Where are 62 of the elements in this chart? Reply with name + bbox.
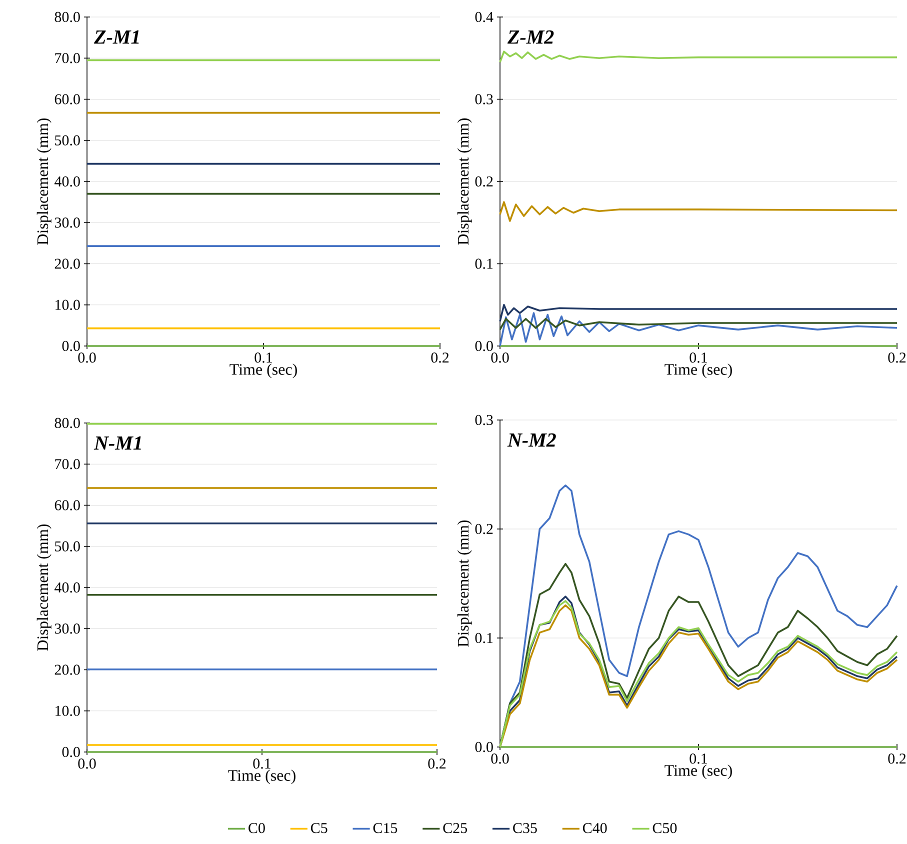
y-axis-title: Displacement (mm) [36, 524, 52, 651]
x-tick-label: 0.2 [888, 754, 906, 764]
x-tick-label: 0.1 [690, 352, 707, 363]
legend-label: C5 [310, 823, 328, 834]
line-series [499, 201, 898, 222]
x-axis-title: Time (sec) [664, 364, 732, 378]
y-tick-label: 0.2 [475, 176, 493, 187]
y-tick-label: 0.1 [475, 632, 493, 644]
y-tick-label: 10.0 [56, 706, 80, 716]
y-tick-label: 60.0 [54, 94, 80, 104]
chart-title: Z-M1 [94, 30, 139, 44]
y-tick-label: 0.3 [475, 94, 493, 104]
x-tick-label: 0.1 [254, 352, 272, 363]
y-tick-label: 0.0 [62, 340, 80, 352]
y-tick-label: 70.0 [55, 53, 80, 64]
legend-label: C0 [248, 823, 265, 834]
x-tick-label: 0.1 [690, 754, 707, 764]
chart-title: N-M1 [94, 436, 141, 450]
legend-label: C50 [652, 823, 677, 834]
y-tick-label: 60.0 [54, 500, 80, 510]
x-axis-title: Time (sec) [664, 764, 732, 780]
y-tick-label: 0.2 [475, 524, 493, 534]
line-series [499, 318, 898, 330]
x-axis-title: Time (sec) [230, 364, 297, 378]
line-series [499, 312, 898, 347]
y-axis-title: Displacement (mm) [457, 520, 472, 647]
x-tick-label: 0.0 [491, 754, 509, 764]
legend-label: C15 [373, 823, 398, 834]
legend-label: C40 [582, 823, 607, 834]
y-tick-label: 0.4 [475, 12, 494, 22]
y-tick-label: 40.0 [54, 582, 80, 593]
x-axis-title: Time (sec) [228, 770, 296, 784]
legend-label: C35 [513, 823, 537, 834]
chart-title: N-M2 [507, 433, 556, 447]
y-tick-label: 80.0 [54, 418, 80, 428]
x-tick-label: 0.1 [253, 758, 270, 769]
x-tick-label: 0.0 [78, 758, 96, 769]
x-tick-label: 0.0 [78, 352, 96, 363]
y-tick-label: 20.0 [54, 258, 80, 269]
y-tick-label: 0.0 [475, 340, 493, 352]
y-tick-label: 30.0 [54, 218, 80, 228]
y-tick-label: 0.1 [475, 258, 493, 269]
y-tick-label: 30.0 [54, 624, 80, 634]
x-tick-label: 0.2 [431, 352, 449, 363]
y-tick-label: 50.0 [55, 135, 80, 146]
line-series [499, 50, 898, 64]
y-tick-label: 40.0 [54, 176, 80, 187]
x-tick-label: 0.2 [428, 758, 446, 769]
text: Z-M2 [507, 30, 554, 44]
y-tick-label: 70.0 [55, 459, 80, 470]
y-tick-label: 20.0 [54, 664, 80, 675]
x-tick-label: 0.0 [491, 352, 509, 363]
y-tick-label: 80.0 [54, 12, 80, 22]
y-tick-label: 10.0 [56, 300, 80, 310]
y-tick-label: 0.3 [475, 414, 493, 426]
y-axis-title: Displacement (mm) [36, 118, 52, 245]
legend-label: C25 [443, 823, 468, 834]
x-tick-label: 0.2 [888, 352, 906, 363]
y-axis-title: Displacement (mm) [457, 118, 472, 245]
line-series [499, 304, 898, 322]
y-tick-label: 50.0 [55, 541, 80, 552]
y-tick-label: 0.0 [475, 742, 493, 752]
